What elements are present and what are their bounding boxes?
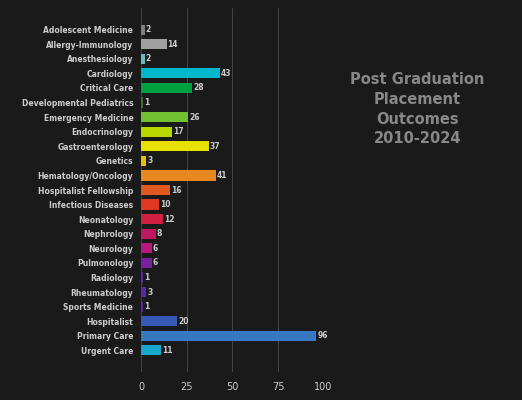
Bar — [141, 39, 167, 49]
Text: 96: 96 — [317, 331, 328, 340]
Text: 1: 1 — [144, 273, 149, 282]
Text: 11: 11 — [162, 346, 172, 355]
Bar — [141, 200, 159, 210]
Text: 3: 3 — [147, 288, 152, 296]
Bar — [141, 24, 145, 35]
Bar — [141, 68, 219, 78]
Bar — [141, 272, 143, 282]
Text: 6: 6 — [153, 244, 158, 253]
Bar — [141, 345, 161, 356]
Bar — [141, 243, 152, 254]
Bar — [141, 287, 146, 297]
Text: 26: 26 — [189, 113, 200, 122]
Bar — [141, 331, 316, 341]
Text: 6: 6 — [153, 258, 158, 267]
Text: 3: 3 — [147, 156, 152, 165]
Bar — [141, 112, 188, 122]
Bar — [141, 54, 145, 64]
Bar — [141, 316, 177, 326]
Bar — [141, 302, 143, 312]
Bar — [141, 83, 192, 93]
Text: Post Graduation
Placement
Outcomes
2010-2024: Post Graduation Placement Outcomes 2010-… — [350, 72, 485, 146]
Bar — [141, 229, 156, 239]
Text: 2: 2 — [146, 54, 151, 63]
Text: 10: 10 — [160, 200, 171, 209]
Bar — [141, 170, 216, 180]
Text: 28: 28 — [193, 84, 204, 92]
Text: 1: 1 — [144, 302, 149, 311]
Bar — [141, 258, 152, 268]
Bar — [141, 126, 172, 137]
Bar — [141, 141, 208, 151]
Text: 41: 41 — [217, 171, 227, 180]
Text: 17: 17 — [173, 127, 184, 136]
Text: 37: 37 — [209, 142, 220, 151]
Text: 12: 12 — [164, 215, 174, 224]
Text: 1: 1 — [144, 98, 149, 107]
Text: 20: 20 — [179, 317, 189, 326]
Text: 16: 16 — [171, 186, 182, 194]
Bar — [141, 156, 146, 166]
Text: 8: 8 — [157, 229, 162, 238]
Text: 43: 43 — [220, 69, 231, 78]
Bar — [141, 185, 170, 195]
Text: 14: 14 — [168, 40, 178, 49]
Bar — [141, 214, 163, 224]
Bar — [141, 98, 143, 108]
Text: 2: 2 — [146, 25, 151, 34]
